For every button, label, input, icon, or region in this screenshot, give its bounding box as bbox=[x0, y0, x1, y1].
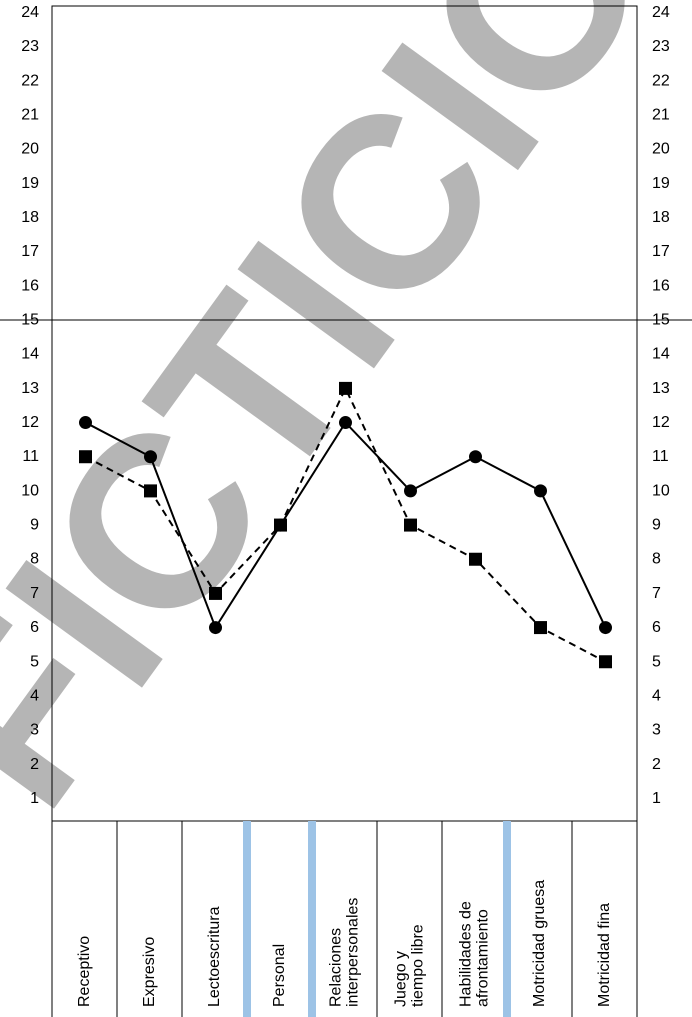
category-label-line: Expresivo bbox=[141, 937, 158, 1007]
category-label-line: tiempo libre bbox=[410, 924, 427, 1007]
y-tick-label-right: 4 bbox=[652, 687, 661, 704]
y-tick-label-right: 5 bbox=[652, 653, 661, 670]
series-1-point bbox=[599, 621, 612, 635]
y-tick-label-left: 1 bbox=[30, 790, 39, 807]
series-2-point bbox=[339, 381, 352, 395]
series-2-line bbox=[85, 386, 606, 663]
series-1-point bbox=[339, 416, 352, 430]
series-1-point bbox=[209, 621, 222, 635]
section-divider bbox=[503, 821, 511, 1017]
y-tick-label-right: 14 bbox=[652, 346, 670, 363]
y-tick-label-right: 7 bbox=[652, 585, 661, 602]
series-2-point bbox=[274, 518, 287, 532]
series-2-point bbox=[144, 484, 157, 498]
category-label-line: interpersonales bbox=[345, 898, 362, 1007]
category-label: Habilidades de afrontamiento bbox=[458, 901, 492, 1007]
series-1-point bbox=[404, 484, 417, 498]
y-tick-label-left: 5 bbox=[30, 653, 39, 670]
y-tick-label-left: 18 bbox=[21, 209, 39, 226]
category-label: Receptivo bbox=[76, 936, 93, 1007]
series-1-point bbox=[79, 416, 92, 430]
series-2-point bbox=[209, 586, 222, 600]
y-tick-label-right: 13 bbox=[652, 380, 670, 397]
y-tick-label-left: 13 bbox=[21, 380, 39, 397]
y-tick-label-left: 2 bbox=[30, 756, 39, 773]
y-tick-label-right: 23 bbox=[652, 38, 670, 55]
y-tick-label-left: 10 bbox=[21, 482, 39, 499]
section-divider bbox=[243, 821, 251, 1017]
y-tick-label-right: 20 bbox=[652, 141, 670, 158]
plot-border bbox=[51, 5, 638, 822]
y-tick-label-left: 3 bbox=[30, 722, 39, 739]
y-tick-label-right: 16 bbox=[652, 277, 670, 294]
y-tick-label-left: 12 bbox=[21, 414, 39, 431]
category-label-line: Motricidad fina bbox=[596, 903, 613, 1007]
category-label: Expresivo bbox=[141, 937, 158, 1007]
y-tick-label-left: 19 bbox=[21, 175, 39, 192]
category-label-grid: Receptivo Expresivo Lectoescritura Personal… bbox=[51, 821, 638, 1017]
series-2-point bbox=[534, 621, 547, 635]
y-tick-label-left: 9 bbox=[30, 517, 39, 534]
series-1-point bbox=[534, 484, 547, 498]
y-tick-label-left: 24 bbox=[21, 4, 39, 21]
y-tick-label-left: 15 bbox=[21, 312, 39, 329]
y-tick-label-left: 21 bbox=[21, 107, 39, 124]
y-tick-label-left: 4 bbox=[30, 687, 39, 704]
y-tick-label-right: 1 bbox=[652, 790, 661, 807]
category-label-line: Juego y bbox=[393, 951, 410, 1007]
category-label: Personal bbox=[271, 944, 288, 1007]
category-label: Relaciones interpersonales bbox=[328, 898, 362, 1007]
y-tick-label-right: 10 bbox=[652, 482, 670, 499]
y-tick-label-right: 18 bbox=[652, 209, 670, 226]
category-label: Motricidad gruesa bbox=[531, 880, 548, 1007]
y-tick-label-right: 17 bbox=[652, 243, 670, 260]
series-1-point bbox=[144, 450, 157, 464]
series-2-point bbox=[79, 450, 92, 464]
y-tick-label-right: 24 bbox=[652, 4, 670, 21]
y-tick-label-right: 3 bbox=[652, 722, 661, 739]
y-tick-label-left: 17 bbox=[21, 243, 39, 260]
category-label: Juego y tiempo libre bbox=[393, 924, 427, 1007]
category-label-line: Habilidades de bbox=[458, 901, 475, 1007]
series-1-point bbox=[469, 450, 482, 464]
y-tick-label-right: 6 bbox=[652, 619, 661, 636]
y-tick-label-left: 11 bbox=[22, 448, 39, 465]
y-tick-label-left: 6 bbox=[30, 619, 39, 636]
category-label-line: Relaciones bbox=[328, 928, 345, 1007]
y-tick-label-left: 23 bbox=[21, 38, 39, 55]
y-tick-label-right: 21 bbox=[652, 107, 670, 124]
y-tick-label-right: 12 bbox=[652, 414, 670, 431]
y-tick-label-right: 11 bbox=[652, 448, 669, 465]
y-tick-label-right: 9 bbox=[652, 517, 661, 534]
y-tick-label-left: 22 bbox=[21, 72, 39, 89]
y-tick-label-right: 19 bbox=[652, 175, 670, 192]
plot-frame bbox=[0, 5, 692, 822]
series-layer bbox=[79, 381, 612, 669]
series-2-point bbox=[404, 518, 417, 532]
category-label-line: afrontamiento bbox=[475, 909, 492, 1007]
y-tick-label-right: 22 bbox=[652, 72, 670, 89]
series-2-point bbox=[469, 552, 482, 566]
y-tick-label-right: 15 bbox=[652, 312, 670, 329]
y-tick-label-left: 7 bbox=[30, 585, 39, 602]
section-divider bbox=[308, 821, 316, 1017]
category-label-line: Receptivo bbox=[76, 936, 93, 1007]
category-label: Lectoescritura bbox=[206, 906, 223, 1007]
y-tick-label-right: 8 bbox=[652, 551, 661, 568]
category-label-line: Motricidad gruesa bbox=[531, 880, 548, 1007]
y-tick-label-right: 2 bbox=[652, 756, 661, 773]
y-tick-label-left: 20 bbox=[21, 141, 39, 158]
series-2-point bbox=[599, 655, 612, 669]
y-tick-label-left: 16 bbox=[21, 277, 39, 294]
category-label-line: Personal bbox=[271, 944, 288, 1007]
category-label: Motricidad fina bbox=[596, 903, 613, 1007]
y-tick-label-left: 8 bbox=[30, 551, 39, 568]
category-label-line: Lectoescritura bbox=[206, 906, 223, 1007]
y-tick-label-left: 14 bbox=[21, 346, 39, 363]
